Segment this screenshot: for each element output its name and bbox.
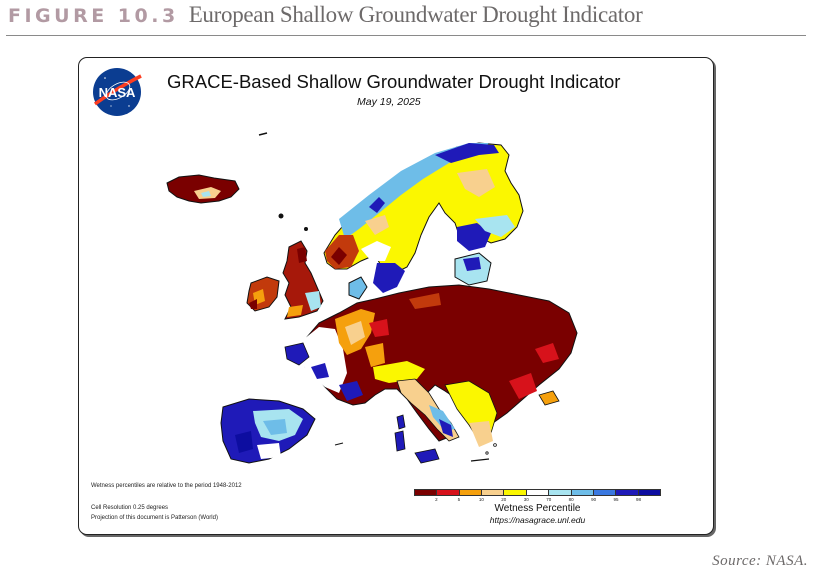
figure-title: European Shallow Groundwater Drought Ind… bbox=[188, 2, 643, 27]
region-iceland bbox=[166, 174, 240, 204]
map-date: May 19, 2025 bbox=[357, 96, 421, 108]
figure-header: FIGURE 10.3 European Shallow Groundwater… bbox=[8, 2, 643, 32]
header-divider bbox=[6, 35, 806, 36]
map-frame: NASA GRACE-Based Shallow Groundwater Dro… bbox=[78, 57, 714, 535]
europe-drought-map bbox=[166, 132, 578, 464]
note-period: Wetness percentiles are relative to the … bbox=[91, 483, 242, 489]
region-continent bbox=[284, 284, 578, 447]
legend-title: Wetness Percentile bbox=[494, 503, 581, 514]
color-legend: 2 5 10 20 30 70 80 90 95 98 Wetness Perc… bbox=[414, 489, 661, 525]
region-iberia bbox=[220, 398, 316, 464]
note-resolution: Cell Resolution 0.25 degrees bbox=[91, 505, 169, 511]
legend-color-bar bbox=[414, 489, 661, 496]
figure-source: Source: NASA. bbox=[712, 553, 808, 569]
map-title: GRACE-Based Shallow Groundwater Drought … bbox=[167, 71, 621, 92]
nasa-logo-icon: NASA bbox=[93, 68, 142, 116]
legend-ticks: 2 5 10 20 30 70 80 90 95 98 bbox=[435, 497, 642, 502]
legend-url: https://nasagrace.unl.edu bbox=[489, 515, 586, 525]
note-projection: Projection of this document is Patterson… bbox=[91, 515, 218, 521]
figure-label: FIGURE 10.3 bbox=[8, 5, 179, 27]
region-scandinavia bbox=[323, 142, 524, 293]
svg-text:NASA: NASA bbox=[99, 85, 136, 100]
